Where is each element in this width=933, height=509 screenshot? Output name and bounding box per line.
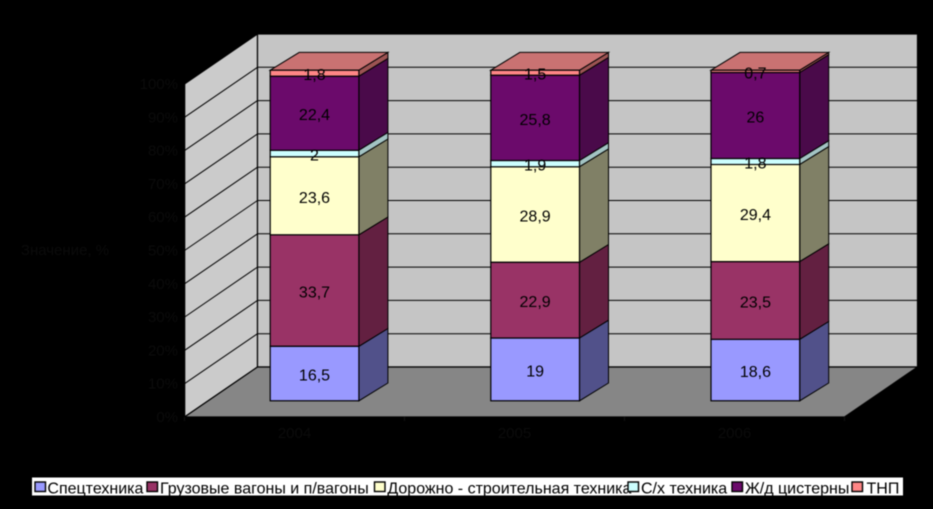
svg-text:26: 26 — [747, 110, 765, 127]
svg-text:2: 2 — [310, 148, 319, 165]
svg-text:1,5: 1,5 — [524, 67, 546, 84]
svg-text:Грузовые вагоны и п/вагоны: Грузовые вагоны и п/вагоны — [160, 481, 369, 498]
svg-text:30%: 30% — [148, 309, 178, 326]
svg-text:2006: 2006 — [718, 425, 751, 442]
svg-text:10%: 10% — [148, 376, 178, 393]
svg-text:50%: 50% — [148, 243, 178, 260]
svg-text:1,8: 1,8 — [744, 155, 766, 172]
svg-text:18,6: 18,6 — [740, 364, 771, 381]
svg-text:90%: 90% — [148, 109, 178, 126]
svg-text:22,4: 22,4 — [299, 107, 330, 124]
svg-text:0%: 0% — [156, 409, 178, 426]
svg-text:80%: 80% — [148, 143, 178, 160]
svg-text:ТНП: ТНП — [867, 481, 900, 498]
svg-text:100%: 100% — [140, 76, 178, 93]
svg-text:С/х техника: С/х техника — [641, 481, 727, 498]
svg-text:Ж/д цистерны: Ж/д цистерны — [745, 481, 849, 498]
svg-text:Дорожно - строительная техника: Дорожно - строительная техника — [387, 481, 631, 498]
svg-text:40%: 40% — [148, 276, 178, 293]
svg-text:25,8: 25,8 — [520, 112, 551, 129]
svg-text:2005: 2005 — [498, 425, 531, 442]
svg-text:2004: 2004 — [278, 425, 311, 442]
svg-text:Спецтехника: Спецтехника — [47, 481, 143, 498]
svg-text:23,5: 23,5 — [740, 295, 771, 312]
svg-text:28,9: 28,9 — [520, 209, 551, 226]
svg-text:70%: 70% — [148, 176, 178, 193]
svg-text:33,7: 33,7 — [299, 285, 330, 302]
svg-text:20%: 20% — [148, 342, 178, 359]
svg-text:22,9: 22,9 — [520, 294, 551, 311]
svg-text:29,4: 29,4 — [740, 207, 771, 224]
svg-text:1,8: 1,8 — [303, 67, 325, 84]
svg-text:60%: 60% — [148, 209, 178, 226]
svg-text:16,5: 16,5 — [299, 368, 330, 385]
svg-text:Значение, %: Значение, % — [21, 242, 109, 259]
svg-text:1,9: 1,9 — [524, 158, 546, 175]
svg-text:23,6: 23,6 — [299, 190, 330, 207]
svg-text:0,7: 0,7 — [744, 65, 766, 82]
svg-text:19: 19 — [526, 363, 544, 380]
